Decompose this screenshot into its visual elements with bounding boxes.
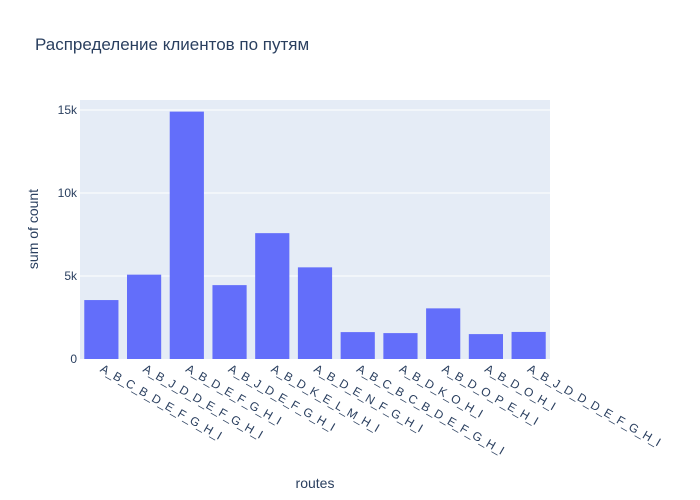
bar[interactable]: [255, 233, 290, 359]
bar[interactable]: [383, 333, 418, 359]
bar[interactable]: [297, 267, 333, 359]
x-axis-ticks: A_B_C_B_D_E_F_G_H_IA_B_J_D_D_E_F_G_H_IA_…: [98, 361, 663, 457]
y-tick-label: 15k: [58, 103, 78, 117]
bars: [84, 111, 546, 359]
bar[interactable]: [84, 300, 119, 359]
y-tick-label: 10k: [58, 186, 78, 200]
y-tick-label: 5k: [64, 269, 78, 283]
y-tick-label: 0: [70, 352, 77, 366]
bar[interactable]: [468, 334, 503, 359]
x-axis-title: routes: [296, 475, 335, 491]
bar[interactable]: [212, 285, 247, 359]
y-axis-ticks: 0 5k 10k 15k: [58, 103, 78, 366]
bar[interactable]: [511, 331, 546, 359]
bar[interactable]: [127, 274, 162, 359]
bar[interactable]: [169, 111, 204, 359]
bar[interactable]: [340, 332, 375, 359]
chart-title: Распределение клиентов по путям: [35, 35, 309, 54]
y-axis-title: sum of count: [25, 189, 41, 269]
bar[interactable]: [426, 308, 461, 359]
